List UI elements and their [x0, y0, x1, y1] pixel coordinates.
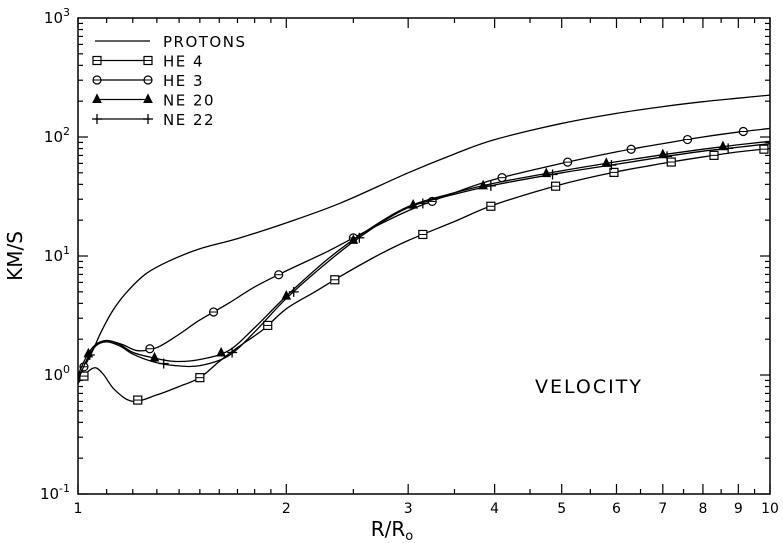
y-tick-label: 100: [44, 363, 70, 384]
series-layer: [77, 94, 771, 405]
x-tick-label: 3: [404, 501, 413, 517]
triangle-marker: [143, 93, 153, 103]
x-tick-label: 7: [658, 501, 667, 517]
triangle-marker: [718, 140, 728, 151]
legend-label: PROTONS: [163, 33, 247, 51]
legend-item-he-3: HE 3: [92, 72, 204, 90]
series-ne-20: [77, 140, 771, 376]
x-tick-label: 5: [557, 501, 566, 517]
velocity-annotation: VELOCITY: [535, 376, 643, 398]
series-he-3: [77, 126, 771, 378]
series-line-ne-22: [77, 142, 771, 381]
y-axis-label: KM/S: [3, 231, 27, 281]
tick-labels: 1 2 3 4 5 6 7 8 9 10 10-1 100 101 102 103: [40, 6, 779, 517]
legend-label: NE 20: [163, 92, 215, 110]
legend-item-ne-22: NE 22: [92, 111, 215, 129]
series-line-ne-20: [77, 140, 771, 376]
x-tick-label: 10: [761, 501, 779, 517]
triangle-marker: [348, 234, 359, 244]
series-protons: [77, 94, 771, 381]
y-tick-label: 101: [44, 244, 70, 265]
legend-label: NE 22: [163, 111, 215, 129]
series-line-he-4: [77, 147, 771, 403]
y-tick-label: 10-1: [40, 482, 70, 503]
x-tick-label: 2: [282, 501, 291, 517]
triangle-marker: [92, 93, 102, 103]
legend-label: HE 4: [163, 53, 204, 71]
x-tick-label: 4: [490, 501, 499, 517]
y-tick-label: 102: [44, 125, 70, 146]
x-tick-label: 6: [612, 501, 621, 517]
triangle-marker: [216, 346, 226, 357]
triangle-marker: [149, 351, 160, 362]
x-tick-label: 9: [734, 501, 743, 517]
plot-frame: [77, 17, 771, 495]
legend-label: HE 3: [163, 72, 204, 90]
series-ne-22: [77, 142, 771, 381]
axis-ticks: [77, 18, 771, 495]
series-he-4: [77, 144, 771, 405]
series-line-protons: [77, 94, 771, 381]
x-axis-label: R/Ro: [371, 517, 414, 543]
x-tick-label: 1: [74, 501, 83, 517]
legend-item-he-4: HE 4: [92, 53, 204, 71]
y-tick-label: 103: [44, 6, 70, 27]
legend-item-ne-20: NE 20: [92, 92, 215, 110]
x-tick-label: 8: [698, 501, 707, 517]
legend-item-protons: PROTONS: [95, 33, 247, 51]
